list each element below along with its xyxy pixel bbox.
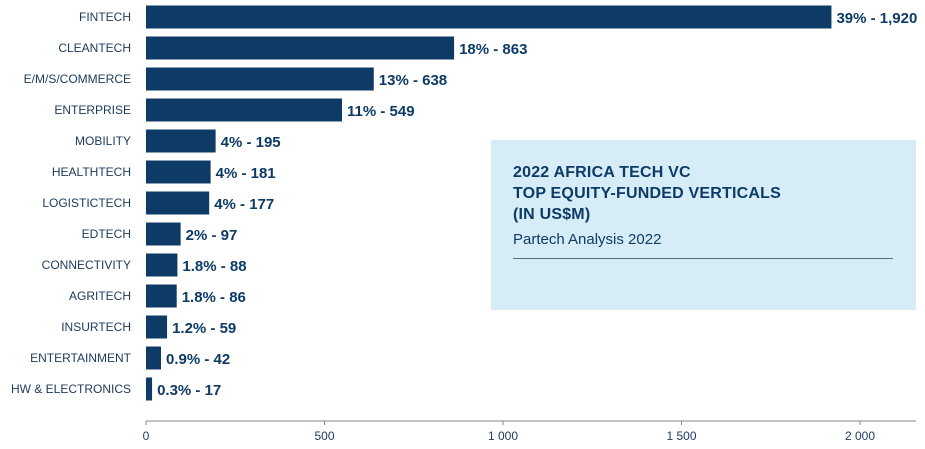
- category-labels-group: FINTECH CLEANTECH E/M/S/COMMERCE ENTERPRISE…: [11, 10, 132, 396]
- x-axis: 0 500 1 000 1 500 2 000: [143, 420, 916, 443]
- bar-2: [146, 67, 374, 91]
- data-label-3: 11% - 549: [347, 103, 415, 120]
- bar-11: [146, 346, 161, 370]
- data-label-9: 1.8% - 86: [182, 289, 246, 306]
- data-label-6: 4% - 177: [214, 196, 274, 213]
- category-label-5: HEALTHTECH: [52, 165, 131, 179]
- category-label-12: HW & ELECTRONICS: [11, 382, 131, 396]
- x-tick-label-4: 2 000: [845, 429, 875, 443]
- data-label-10: 1.2% - 59: [172, 320, 236, 337]
- chart-subtitle: Partech Analysis 2022: [513, 231, 893, 259]
- bar-9: [146, 284, 177, 308]
- category-label-6: LOGISTICTECH: [42, 196, 131, 210]
- bar-10: [146, 315, 168, 339]
- bar-8: [146, 253, 178, 277]
- x-tick-label-3: 1 500: [666, 429, 696, 443]
- category-label-0: FINTECH: [79, 10, 131, 24]
- bar-3: [146, 98, 342, 122]
- category-label-2: E/M/S/COMMERCE: [24, 72, 131, 86]
- bar-7: [146, 222, 181, 246]
- data-label-8: 1.8% - 88: [182, 258, 246, 275]
- bar-5: [146, 160, 211, 184]
- data-label-0: 39% - 1,920: [836, 10, 917, 27]
- category-label-8: CONNECTIVITY: [42, 258, 131, 272]
- data-label-11: 0.9% - 42: [166, 351, 230, 368]
- chart-title: 2022 AFRICA TECH VC TOP EQUITY-FUNDED VE…: [513, 164, 781, 223]
- bar-0: [146, 5, 832, 29]
- data-label-2: 13% - 638: [379, 72, 447, 89]
- category-label-7: EDTECH: [82, 227, 131, 241]
- data-label-5: 4% - 181: [216, 165, 276, 182]
- x-tick-label-0: 0: [143, 429, 150, 443]
- bar-1: [146, 36, 455, 60]
- category-label-10: INSURTECH: [61, 320, 131, 334]
- data-label-12: 0.3% - 17: [157, 382, 221, 399]
- x-tick-label-1: 500: [314, 429, 334, 443]
- chart-info-box: 2022 AFRICA TECH VC TOP EQUITY-FUNDED VE…: [491, 140, 916, 310]
- bars-group: [146, 5, 832, 401]
- data-labels-group: 39% - 1,920 18% - 863 13% - 638 11% - 549 4%…: [157, 10, 917, 399]
- data-label-1: 18% - 863: [459, 41, 527, 58]
- data-label-7: 2% - 97: [186, 227, 238, 244]
- bar-6: [146, 191, 210, 215]
- bar-12: [146, 377, 153, 401]
- data-label-4: 4% - 195: [221, 134, 281, 151]
- category-label-9: AGRITECH: [69, 289, 131, 303]
- category-label-4: MOBILITY: [75, 134, 131, 148]
- category-label-11: ENTERTAINMENT: [30, 351, 132, 365]
- category-label-1: CLEANTECH: [58, 41, 131, 55]
- x-tick-label-2: 1 000: [488, 429, 518, 443]
- category-label-3: ENTERPRISE: [54, 103, 131, 117]
- bar-4: [146, 129, 216, 153]
